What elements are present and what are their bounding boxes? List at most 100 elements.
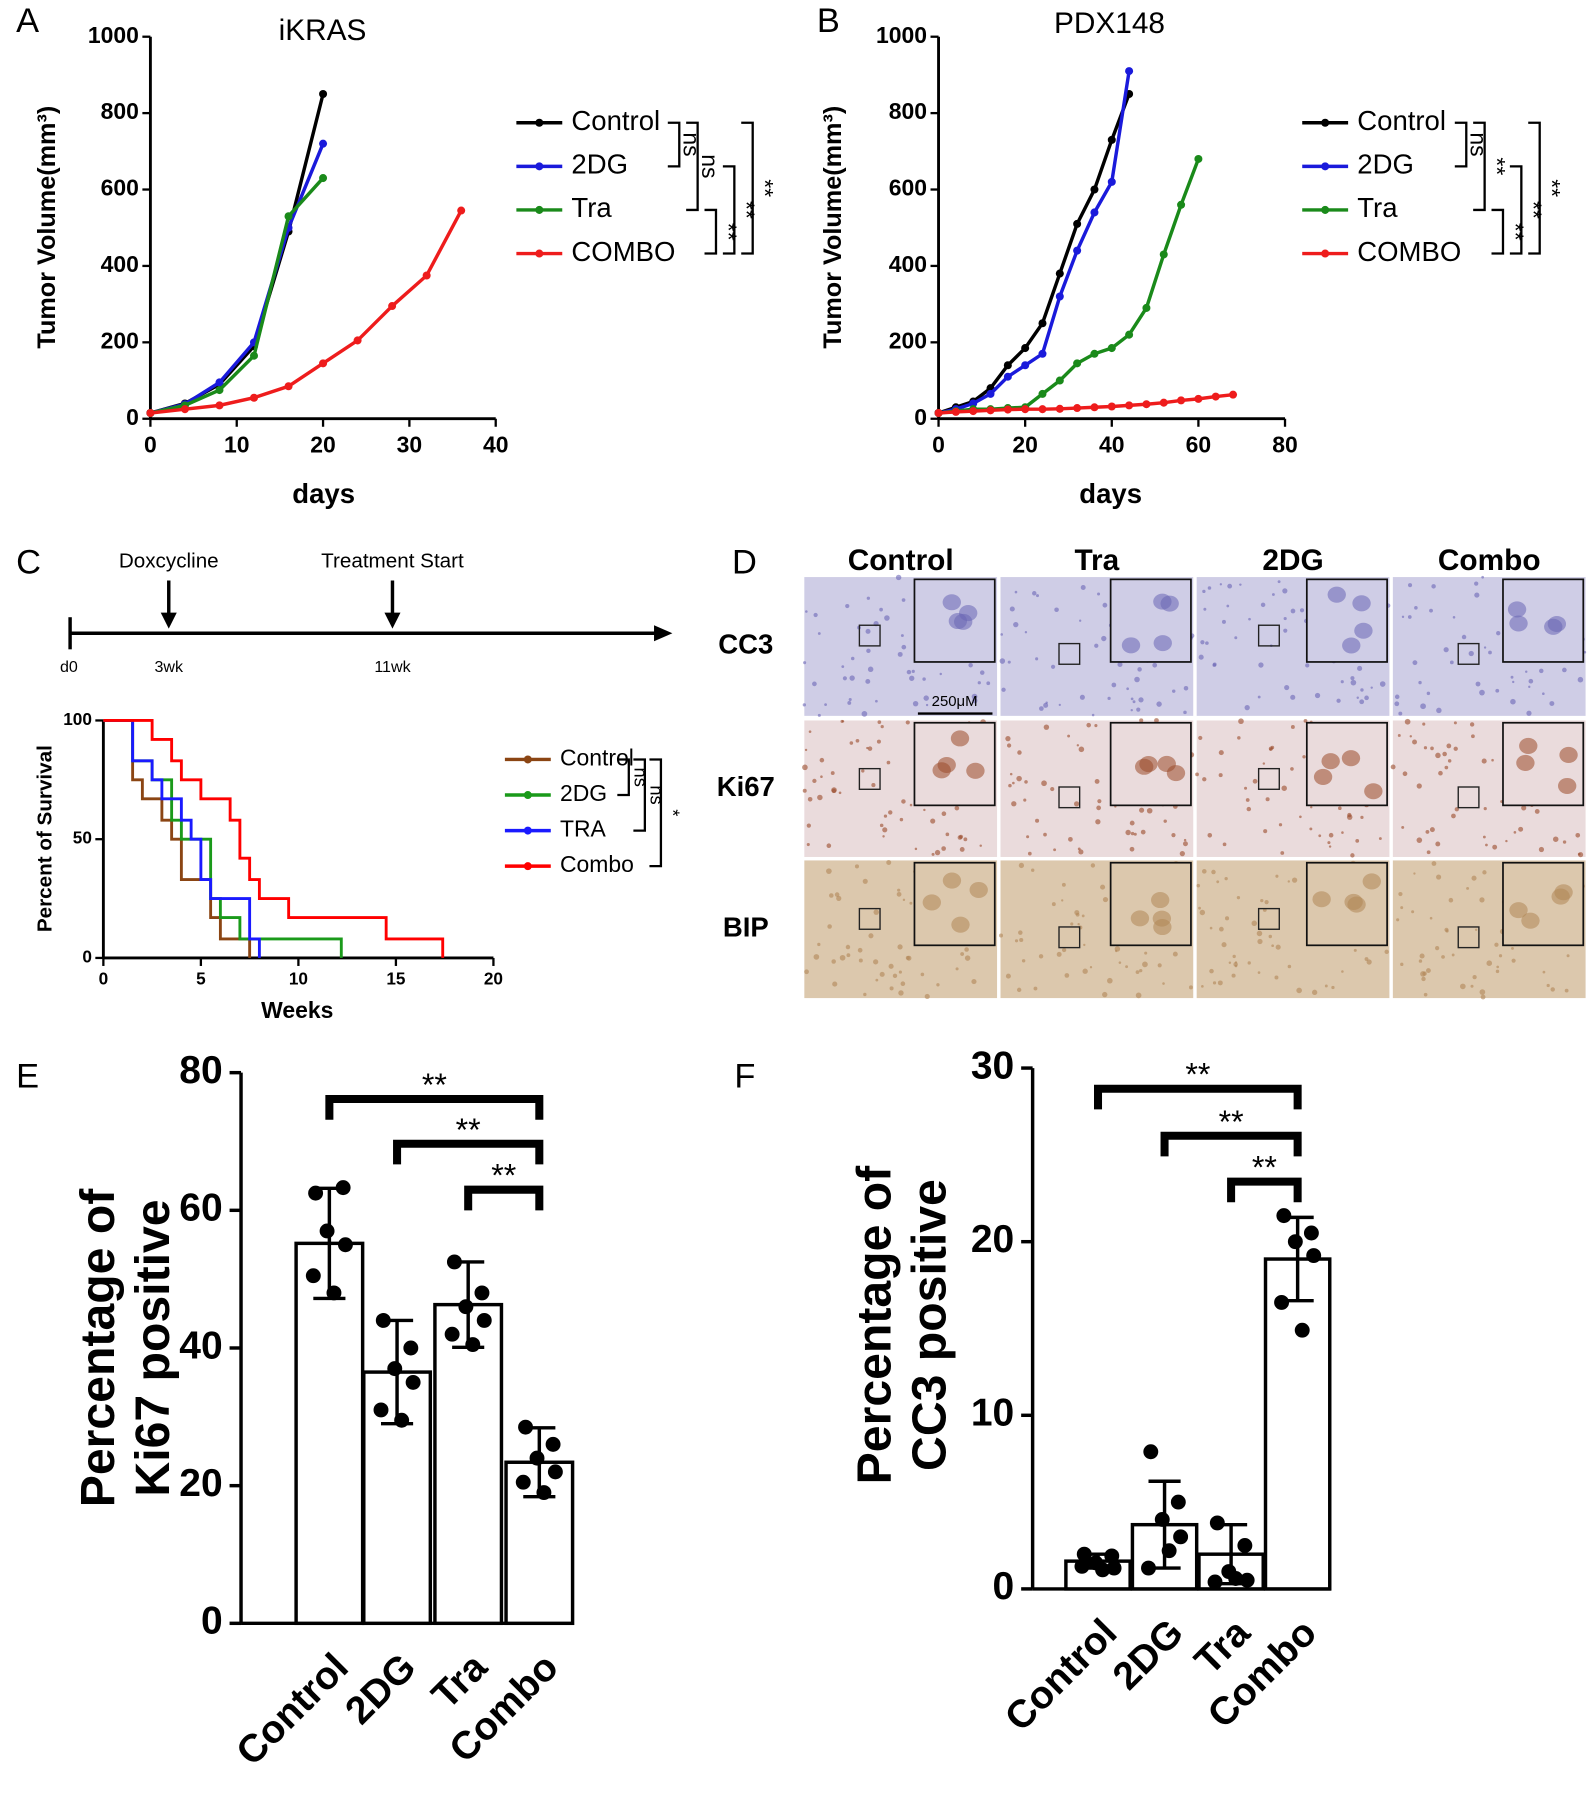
cell-nucleus bbox=[1086, 722, 1091, 728]
inset-cell bbox=[1121, 637, 1141, 654]
cell-nucleus bbox=[1033, 986, 1038, 991]
inset bbox=[1109, 578, 1192, 663]
cell-nucleus bbox=[1091, 713, 1095, 717]
cell-nucleus bbox=[964, 947, 969, 952]
micrograph bbox=[999, 577, 1195, 717]
inset-cell bbox=[1364, 783, 1383, 800]
significance-bracket bbox=[649, 758, 663, 868]
cell-nucleus bbox=[1562, 840, 1567, 844]
cell-nucleus bbox=[849, 741, 854, 745]
cell-nucleus bbox=[1416, 837, 1423, 843]
y-tick-label: 80 bbox=[179, 1049, 222, 1092]
inset-cell bbox=[959, 605, 978, 622]
inset-cell bbox=[1559, 746, 1578, 763]
x-tick-label: 15 bbox=[386, 968, 406, 988]
series-point bbox=[1194, 154, 1203, 163]
cell-nucleus bbox=[1257, 695, 1261, 699]
cell-nucleus bbox=[883, 814, 888, 818]
y-tick-label: 100 bbox=[63, 709, 92, 729]
cell-nucleus bbox=[1510, 698, 1516, 705]
cell-nucleus bbox=[1039, 706, 1044, 711]
series-line bbox=[103, 719, 261, 958]
series-point bbox=[1090, 403, 1099, 412]
cell-nucleus bbox=[812, 778, 817, 784]
cell-nucleus bbox=[1051, 902, 1056, 907]
cell-nucleus bbox=[1142, 961, 1148, 968]
series-point bbox=[1107, 135, 1116, 144]
cell-nucleus bbox=[979, 844, 982, 847]
series-point bbox=[1107, 177, 1116, 186]
x-tick-label: 0 bbox=[144, 431, 157, 457]
cell-nucleus bbox=[1041, 780, 1047, 787]
cell-nucleus bbox=[1238, 718, 1244, 725]
cell-nucleus bbox=[1023, 798, 1027, 802]
cell-nucleus bbox=[1097, 799, 1102, 804]
cell-nucleus bbox=[1188, 985, 1193, 990]
cell-nucleus bbox=[1179, 851, 1185, 857]
micrograph bbox=[1196, 577, 1391, 716]
significance-label: ns bbox=[646, 785, 667, 804]
data-point bbox=[1294, 1322, 1310, 1338]
significance-label: ** bbox=[715, 223, 741, 241]
cell-nucleus bbox=[901, 598, 906, 602]
cell-nucleus bbox=[1016, 987, 1022, 993]
cell-nucleus bbox=[1577, 676, 1584, 683]
cell-nucleus bbox=[1550, 987, 1555, 992]
cell-nucleus bbox=[1079, 619, 1082, 622]
cell-nucleus bbox=[930, 818, 936, 824]
data-point bbox=[1239, 1572, 1255, 1588]
inset-cell bbox=[1516, 754, 1535, 771]
series-point bbox=[1177, 200, 1186, 209]
cell-nucleus bbox=[1360, 688, 1364, 692]
significance-bracket bbox=[1528, 121, 1541, 255]
cell-nucleus bbox=[1256, 930, 1263, 937]
cell-nucleus bbox=[1526, 710, 1532, 716]
y-tick-label: 40 bbox=[179, 1324, 222, 1367]
cell-nucleus bbox=[1575, 832, 1581, 838]
cell-nucleus bbox=[897, 651, 903, 657]
series-line bbox=[103, 719, 445, 958]
cell-nucleus bbox=[1302, 755, 1306, 759]
data-point bbox=[458, 1299, 474, 1315]
cell-nucleus bbox=[960, 952, 965, 956]
cell-nucleus bbox=[861, 769, 865, 773]
cell-nucleus bbox=[1310, 806, 1313, 809]
significance-bracket bbox=[1473, 121, 1486, 212]
cell-nucleus bbox=[805, 610, 808, 613]
cell-nucleus bbox=[1035, 657, 1039, 661]
cell-nucleus bbox=[1578, 852, 1584, 858]
cell-nucleus bbox=[1299, 608, 1305, 613]
micrograph bbox=[1392, 860, 1586, 1000]
significance-bracket bbox=[686, 121, 699, 212]
series-point bbox=[1125, 330, 1134, 339]
series-point bbox=[1038, 349, 1047, 358]
cell-nucleus bbox=[1436, 874, 1442, 880]
cell-nucleus bbox=[831, 959, 836, 964]
cell-nucleus bbox=[806, 823, 811, 828]
cell-nucleus bbox=[1162, 982, 1165, 985]
cell-nucleus bbox=[884, 615, 890, 621]
y-tick-label: 1000 bbox=[88, 22, 139, 48]
inset-cell bbox=[1354, 622, 1373, 639]
cell-nucleus bbox=[1032, 591, 1037, 596]
inset-cell bbox=[1153, 635, 1172, 652]
cell-nucleus bbox=[1183, 685, 1189, 691]
cell-nucleus bbox=[1012, 781, 1015, 785]
series-point bbox=[249, 393, 259, 402]
cell-nucleus bbox=[1102, 991, 1108, 998]
cell-nucleus bbox=[1077, 923, 1080, 926]
cell-nucleus bbox=[865, 679, 871, 684]
cell-nucleus bbox=[888, 810, 893, 815]
inset-cell bbox=[937, 756, 956, 774]
series-point bbox=[215, 401, 224, 410]
cell-nucleus bbox=[1481, 758, 1487, 764]
cell-nucleus bbox=[1290, 767, 1294, 771]
cell-nucleus bbox=[1126, 687, 1129, 691]
series-point bbox=[1090, 349, 1099, 358]
cell-nucleus bbox=[1133, 832, 1137, 836]
data-point bbox=[474, 1285, 490, 1301]
cell-nucleus bbox=[945, 832, 950, 837]
cell-nucleus bbox=[1202, 777, 1207, 782]
x-tick-label: 5 bbox=[196, 968, 206, 988]
